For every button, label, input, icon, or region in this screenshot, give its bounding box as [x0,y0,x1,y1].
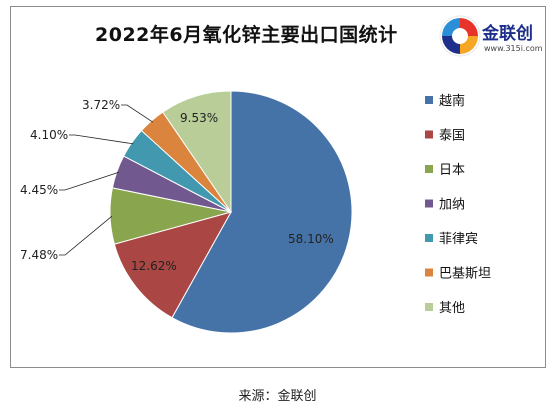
logo-url: www.315i.com [484,44,543,53]
data-label-5: 4.10% [30,128,68,142]
legend-swatch-4 [425,199,433,208]
leader-line-3 [59,215,113,256]
pie-slice-2 [113,211,233,319]
legend-swatch-2 [425,130,433,139]
pie-slice-1 [171,90,353,334]
leader-line-4 [59,171,119,191]
pie-slices [109,90,353,334]
leader-lines [59,104,154,256]
legend-label-7: 其他 [439,301,465,316]
data-label-7: 9.53% [180,111,218,125]
legend-swatch-7 [425,303,433,311]
jinlianchuang-logo-icon [439,15,481,57]
source-note: 来源：金联创 [238,389,317,404]
pie-slice-7 [162,90,232,214]
data-labels: 58.10% 12.62% 7.48% 4.45% 4.10% 3.72% 9.53% [20,98,334,273]
legend-label-1: 越南 [439,93,465,109]
data-label-6: 3.72% [82,98,120,112]
leader-line-6 [121,104,154,123]
legend-swatch-6 [425,268,433,277]
pie-chart: 58.10% 12.62% 7.48% 4.45% 4.10% 3.72% 9.53% 越南… [20,90,491,334]
leader-line-5 [69,134,134,145]
legend-label-5: 菲律宾 [439,231,478,247]
logo-name: 金联创 [482,24,533,44]
legend-label-3: 日本 [439,163,465,178]
chart-title: 2022年6月氧化锌主要出口国统计 [95,24,398,46]
legend-label-4: 加纳 [439,198,465,213]
legend-swatch-1 [425,96,433,104]
legend-label-2: 泰国 [439,129,465,144]
legend-label-6: 巴基斯坦 [439,267,491,282]
data-label-2: 12.62% [131,259,177,273]
legend-swatch-5 [425,234,433,242]
brand-logo: 金联创 www.315i.com [438,14,543,58]
data-label-3: 7.48% [20,248,58,262]
legend-swatch-3 [425,165,433,173]
data-label-1: 58.10% [288,232,334,246]
data-label-4: 4.45% [20,183,58,197]
